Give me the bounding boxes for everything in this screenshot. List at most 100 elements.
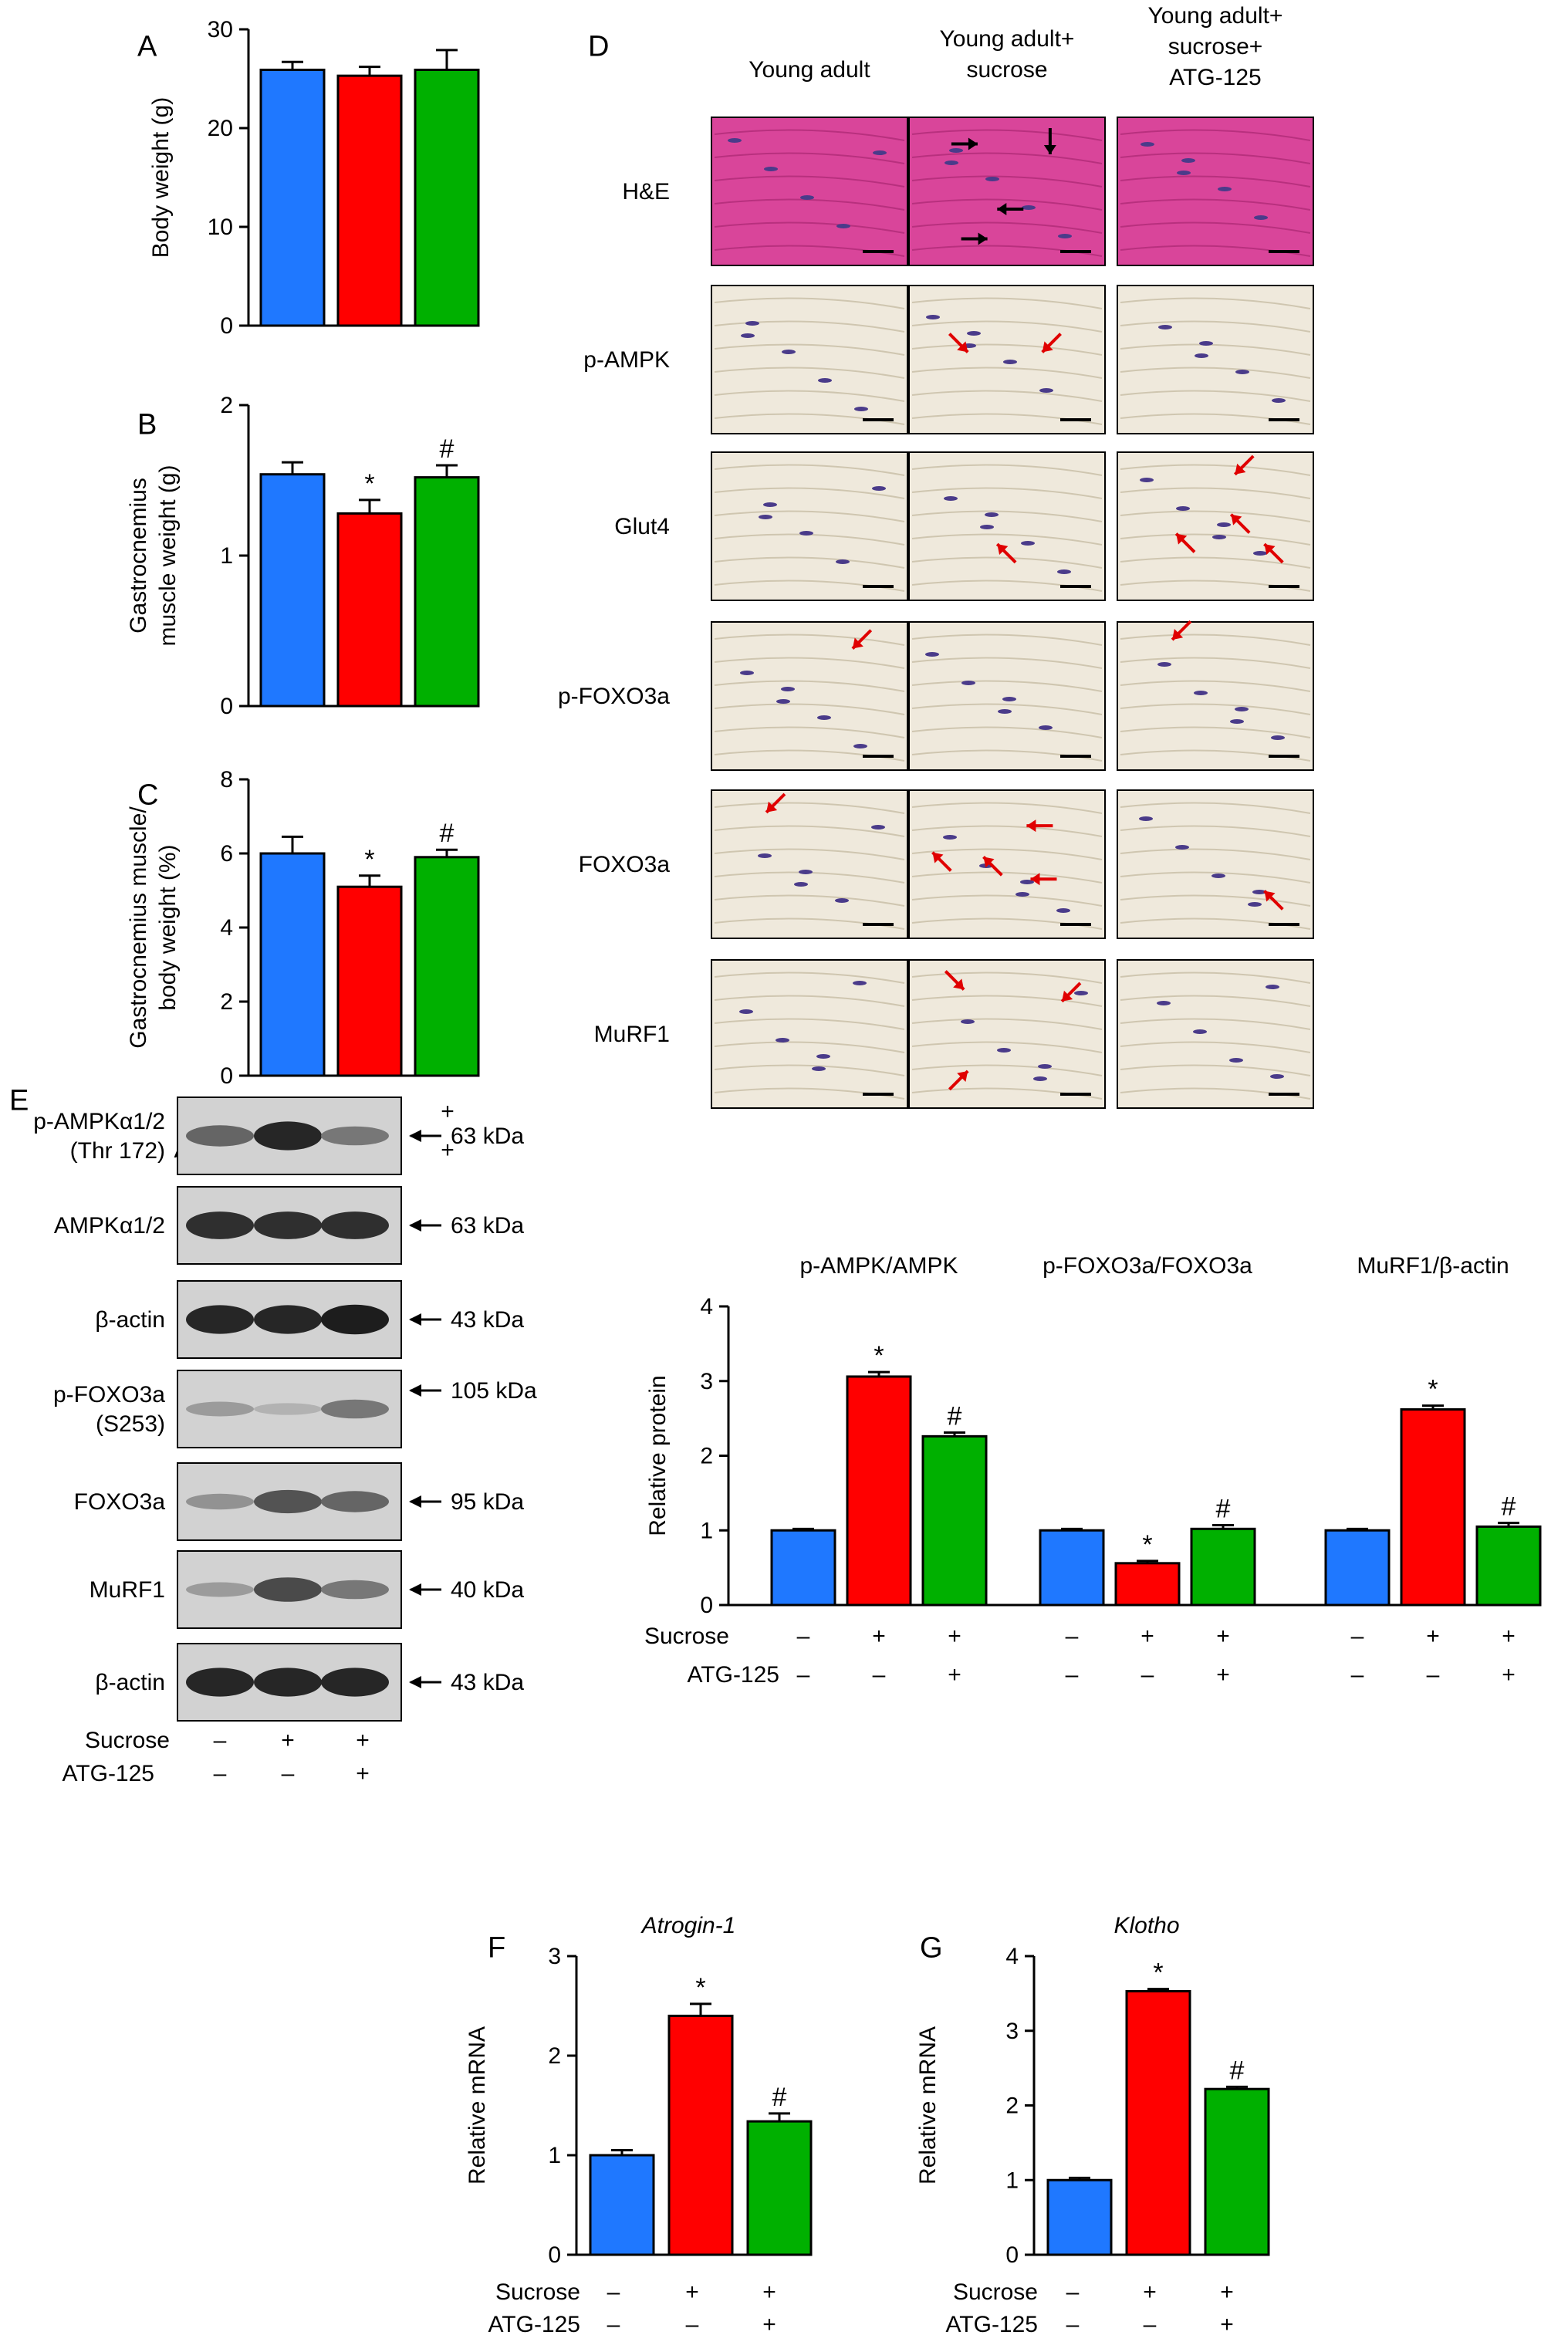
- chart-E-quant-bar: [1400, 1408, 1466, 1607]
- cell-nucleus: [1195, 353, 1208, 358]
- muscle-fiber: [1120, 634, 1311, 646]
- panel-letter-C: C: [137, 779, 158, 811]
- muscle-fiber: [911, 320, 1103, 333]
- chart-E-quant-bar: [1190, 1527, 1256, 1607]
- muscle-fiber: [714, 825, 905, 837]
- cell-nucleus: [853, 744, 867, 748]
- muscle-fiber: [714, 556, 905, 569]
- muscle-fiber: [1120, 320, 1311, 333]
- annotation-arrow-head: [1172, 629, 1184, 640]
- blot-band: [186, 1305, 254, 1334]
- cell-nucleus: [873, 150, 887, 155]
- muscle-fiber: [911, 175, 1103, 188]
- chart-E-quant-group-label: p-AMPK/AMPK: [799, 1253, 958, 1279]
- annotation-arrow-head: [997, 544, 1009, 556]
- cell-nucleus: [985, 177, 999, 181]
- cell-nucleus: [961, 1019, 975, 1024]
- cell-nucleus: [1033, 1076, 1047, 1081]
- histology-row-label: FOXO3a: [579, 852, 671, 877]
- chart-C-significance-mark: *: [364, 845, 374, 874]
- muscle-fiber: [911, 825, 1103, 837]
- histology-tile: [908, 789, 1106, 939]
- blot-band: [186, 1401, 254, 1417]
- cell-nucleus: [1266, 985, 1279, 989]
- chart-E-quant-significance-mark: #: [948, 1402, 962, 1431]
- chart-F-treatment-atg-sign: –: [686, 2312, 699, 2335]
- blot-row: MuRF1 40 kDa: [90, 1550, 524, 1629]
- blot-kda-label: 95 kDa: [451, 1489, 524, 1515]
- cell-nucleus: [853, 981, 867, 985]
- blot-band: [254, 1577, 322, 1602]
- chart-E-quant-y-tick-label: 3: [700, 1369, 713, 1394]
- muscle-fiber: [714, 510, 905, 522]
- histology-column-header: ATG-125: [1169, 65, 1262, 90]
- chart-A-bar: [336, 74, 403, 327]
- histology-tile-background: [711, 959, 908, 1109]
- blot-kda-label: 40 kDa: [451, 1577, 524, 1603]
- muscle-fiber: [911, 221, 1103, 234]
- cell-nucleus: [1229, 1058, 1243, 1063]
- muscle-fiber: [1120, 367, 1311, 379]
- blot-row: β-actin 43 kDa: [95, 1280, 524, 1359]
- muscle-fiber: [911, 390, 1103, 402]
- muscle-fiber: [714, 1064, 905, 1076]
- muscle-fiber: [1120, 533, 1311, 546]
- cell-nucleus: [1056, 908, 1070, 913]
- panel-letter-E: E: [9, 1084, 29, 1117]
- blot-band: [254, 1305, 322, 1334]
- blot-protein-label: (S253): [96, 1411, 165, 1437]
- chart-E-quant-atg-sign: –: [1351, 1662, 1364, 1688]
- blot-arrow-head: [409, 1495, 421, 1508]
- muscle-fiber: [1120, 802, 1311, 814]
- chart-E-quant-significance-mark: #: [1216, 1494, 1231, 1523]
- cell-nucleus: [764, 167, 778, 171]
- chart-F: 0 1 2 3 Relative mRNA * # Atrogin-1 Sucrose ATG-1…: [465, 1913, 813, 2335]
- chart-E-quant-group-label: p-FOXO3a/FOXO3a: [1043, 1253, 1252, 1279]
- cell-nucleus: [1235, 707, 1249, 711]
- chart-F-significance-mark: #: [772, 2083, 787, 2112]
- panel-letter-A: A: [137, 30, 157, 63]
- cell-nucleus: [926, 315, 940, 319]
- histology-tile-background: [711, 451, 908, 601]
- cell-nucleus: [1252, 890, 1266, 894]
- chart-B-y-axis-label: Gastrocnemius: [126, 478, 151, 634]
- blot-protein-label: MuRF1: [90, 1577, 165, 1603]
- muscle-fiber: [1120, 972, 1311, 984]
- blot-kda-label: 63 kDa: [451, 1213, 524, 1238]
- blot-protein-label: (Thr 172): [70, 1138, 165, 1164]
- annotation-arrow-head: [957, 1071, 968, 1082]
- chart-G: 0 1 2 3 4 Relative mRNA * # Klotho Sucrose ATG-125…: [915, 1913, 1270, 2335]
- cell-nucleus: [1157, 662, 1171, 667]
- annotation-arrow-head: [1062, 990, 1073, 1002]
- histology-tile-background: [1117, 621, 1314, 771]
- chart-B-bar: [414, 476, 480, 708]
- cell-nucleus: [1002, 697, 1016, 701]
- panel-letter-B: B: [137, 408, 157, 441]
- blot-arrow-head: [409, 1384, 421, 1397]
- chart-C-y-axis-label: Gastrocnemius muscle/: [126, 806, 151, 1049]
- chart-C-y-tick-label: 4: [220, 915, 233, 941]
- annotation-arrow-head: [932, 852, 944, 863]
- muscle-fiber: [911, 972, 1103, 984]
- cell-nucleus: [758, 853, 772, 858]
- chart-A-bar: [259, 68, 326, 327]
- muscle-fiber: [911, 297, 1103, 309]
- blot-arrow-head: [409, 1313, 421, 1326]
- chart-E-quant-sucrose-sign: +: [1426, 1624, 1440, 1649]
- cell-nucleus: [759, 515, 772, 519]
- muscle-fiber: [714, 152, 905, 164]
- chart-G-treatment-atg-sign: –: [1066, 2312, 1080, 2335]
- blot-atg-sign: –: [282, 1761, 295, 1786]
- blot-kda-label: 43 kDa: [451, 1307, 524, 1333]
- chart-E-quant-sucrose-sign: –: [1351, 1624, 1364, 1649]
- blot-row: p-FOXO3a (S253) 105 kDa: [53, 1370, 537, 1448]
- cell-nucleus: [967, 331, 981, 336]
- annotation-arrow-head: [968, 137, 978, 150]
- muscle-fiber: [1120, 464, 1311, 476]
- chart-E-quant-y-tick-label: 1: [700, 1518, 713, 1543]
- blot-band: [321, 1580, 389, 1600]
- cell-nucleus: [741, 333, 755, 338]
- chart-C-y-axis-label: body weight (%): [155, 844, 181, 1010]
- chart-B-y-tick-label: 1: [220, 543, 233, 569]
- blot-band: [321, 1211, 389, 1239]
